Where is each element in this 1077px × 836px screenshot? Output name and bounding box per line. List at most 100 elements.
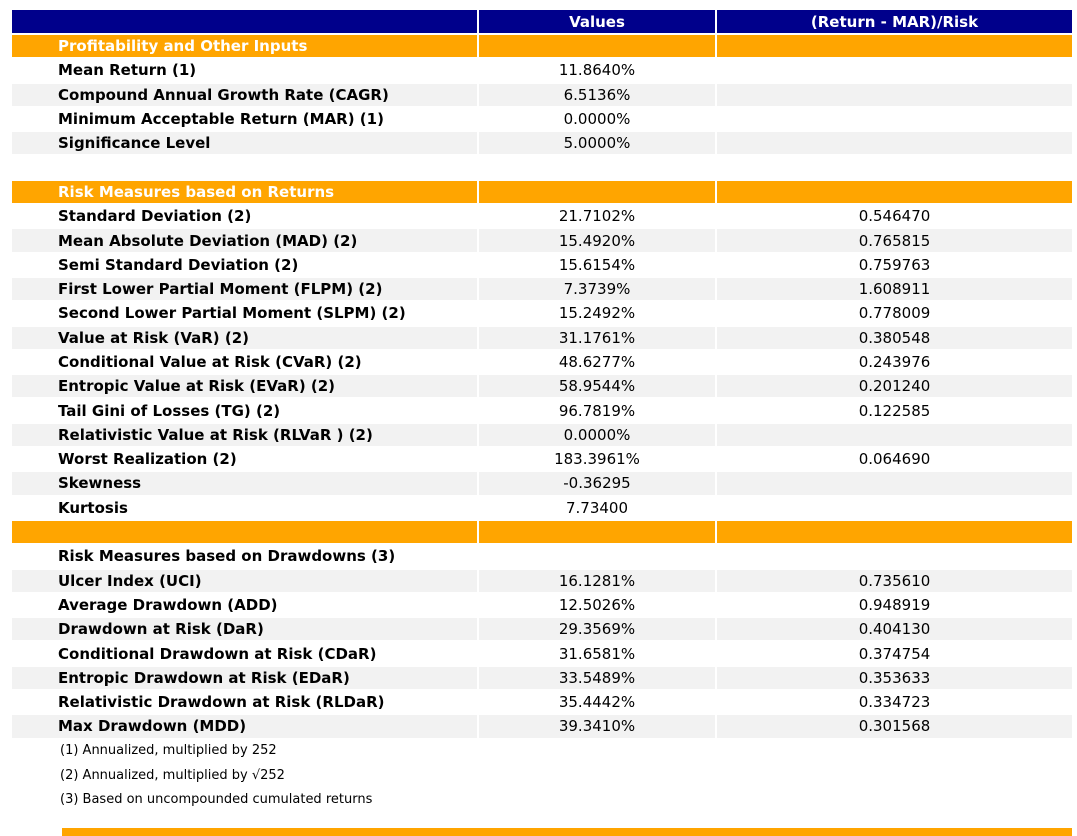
metric-value: 6.5136% (479, 83, 715, 108)
metric-ratio: 0.380548 (717, 326, 1072, 351)
footnote-row: (1) Annualized, multiplied by 252 (12, 740, 1072, 764)
metric-label: Entropic Drawdown at Risk (EDaR) (12, 666, 477, 692)
metric-label (12, 520, 477, 546)
table-row: Entropic Value at Risk (EVaR) (2) 58.9544… (12, 375, 1072, 400)
metric-value: 0.0000% (479, 423, 715, 449)
table-row: Mean Absolute Deviation (MAD) (2) 15.4920… (12, 229, 1072, 254)
risk-table-body: Profitability and Other Inputs Mean Retur… (12, 35, 1072, 813)
metric-ratio (717, 472, 1072, 497)
metric-ratio: 0.122585 (717, 399, 1072, 424)
metric-label: Standard Deviation (2) (12, 205, 477, 230)
footnote-row: (2) Annualized, multiplied by √252 (12, 764, 1072, 789)
table-row: Significance Level 5.0000% (12, 132, 1072, 157)
metric-ratio: 0.735610 (717, 569, 1072, 594)
table-row: Relativistic Drawdown at Risk (RLDaR) 35.… (12, 691, 1072, 716)
metric-ratio (717, 423, 1072, 449)
metric-ratio: 0.243976 (717, 351, 1072, 376)
metric-ratio: 0.334723 (717, 691, 1072, 716)
metric-label: Max Drawdown (MDD) (12, 715, 477, 740)
metric-value: 48.6277% (479, 351, 715, 376)
metric-value: 15.4920% (479, 229, 715, 254)
metric-value (479, 520, 715, 546)
metric-label: Risk Measures based on Returns (12, 180, 477, 206)
table-row: Semi Standard Deviation (2) 15.6154% 0.759… (12, 254, 1072, 278)
table-row: Skewness -0.36295 (12, 472, 1072, 497)
metric-label: Relativistic Drawdown at Risk (RLDaR) (12, 691, 477, 716)
metric-label: First Lower Partial Moment (FLPM) (2) (12, 277, 477, 303)
metric-label: Average Drawdown (ADD) (12, 594, 477, 619)
metric-ratio (717, 180, 1072, 206)
metric-ratio: 0.374754 (717, 642, 1072, 667)
subsection-header-row: Risk Measures based on Drawdowns (3) (12, 545, 1072, 570)
metric-label: Semi Standard Deviation (2) (12, 254, 477, 278)
metric-label: Tail Gini of Losses (TG) (2) (12, 399, 477, 424)
metric-label: Compound Annual Growth Rate (CAGR) (12, 83, 477, 108)
table-row: Conditional Drawdown at Risk (CDaR) 31.65… (12, 642, 1072, 667)
header-ratio-column: (Return - MAR)/Risk (717, 10, 1072, 35)
metric-value: 12.5026% (479, 594, 715, 619)
table-row: Value at Risk (VaR) (2) 31.1761% 0.380548 (12, 326, 1072, 351)
metric-ratio: 0.201240 (717, 375, 1072, 400)
risk-metrics-table: Values (Return - MAR)/Risk Profitability… (12, 10, 1072, 813)
metric-value: 15.2492% (479, 302, 715, 327)
metric-ratio (717, 59, 1072, 84)
table-row: Standard Deviation (2) 21.7102% 0.546470 (12, 205, 1072, 230)
metric-ratio (717, 132, 1072, 157)
metric-ratio (717, 108, 1072, 133)
metric-label: Significance Level (12, 132, 477, 157)
metric-value: 5.0000% (479, 132, 715, 157)
metric-ratio: 0.546470 (717, 205, 1072, 230)
table-row: Mean Return (1) 11.8640% (12, 59, 1072, 84)
footnote-row: (3) Based on uncompounded cumulated retu… (12, 788, 1072, 813)
metric-value: 96.7819% (479, 399, 715, 424)
table-row: Tail Gini of Losses (TG) (2) 96.7819% 0.12… (12, 399, 1072, 424)
metric-label: Relativistic Value at Risk (RLVaR ) (2) (12, 423, 477, 449)
metric-value: 29.3569% (479, 618, 715, 643)
header-metric-column (12, 10, 477, 35)
metric-label: Conditional Value at Risk (CVaR) (2) (12, 351, 477, 376)
table-row: Compound Annual Growth Rate (CAGR) 6.5136… (12, 83, 1072, 108)
metric-label: Drawdown at Risk (DaR) (12, 618, 477, 643)
table-row: Drawdown at Risk (DaR) 29.3569% 0.404130 (12, 618, 1072, 643)
table-header-row: Values (Return - MAR)/Risk (12, 10, 1072, 35)
metric-ratio: 1.608911 (717, 277, 1072, 303)
metric-value (479, 180, 715, 206)
metric-ratio: 0.064690 (717, 448, 1072, 473)
metric-label: Skewness (12, 472, 477, 497)
metric-value: 58.9544% (479, 375, 715, 400)
footnote-text: (3) Based on uncompounded cumulated retu… (12, 788, 1072, 813)
table-row: Kurtosis 7.73400 (12, 497, 1072, 521)
metric-value: 31.1761% (479, 326, 715, 351)
table-row: Second Lower Partial Moment (SLPM) (2) 15… (12, 302, 1072, 327)
metric-label: Mean Absolute Deviation (MAD) (2) (12, 229, 477, 254)
metric-ratio: 0.404130 (717, 618, 1072, 643)
metric-ratio: 0.301568 (717, 715, 1072, 740)
metric-ratio: 0.353633 (717, 666, 1072, 692)
table-row: Max Drawdown (MDD) 39.3410% 0.301568 (12, 715, 1072, 740)
metric-value: 7.3739% (479, 277, 715, 303)
metric-label: Second Lower Partial Moment (SLPM) (2) (12, 302, 477, 327)
metric-label: Risk Measures based on Drawdowns (3) (12, 545, 477, 570)
table-row: First Lower Partial Moment (FLPM) (2) 7.3… (12, 277, 1072, 303)
header-values-column: Values (479, 10, 715, 35)
metric-ratio (717, 497, 1072, 521)
metric-value: 15.6154% (479, 254, 715, 278)
table-row: Entropic Drawdown at Risk (EDaR) 33.5489%… (12, 666, 1072, 692)
footnote-text: (2) Annualized, multiplied by √252 (12, 764, 1072, 789)
table-row: Minimum Acceptable Return (MAR) (1) 0.000… (12, 108, 1072, 133)
bottom-accent-bar (62, 828, 1072, 836)
footnote-text: (1) Annualized, multiplied by 252 (12, 740, 1072, 764)
metric-value: 0.0000% (479, 108, 715, 133)
metric-value: 39.3410% (479, 715, 715, 740)
spacer-row (12, 156, 1072, 180)
metric-value: 31.6581% (479, 642, 715, 667)
metric-label: Value at Risk (VaR) (2) (12, 326, 477, 351)
table-row: Worst Realization (2) 183.3961% 0.064690 (12, 448, 1072, 473)
metric-label: Kurtosis (12, 497, 477, 521)
metric-value (479, 545, 715, 570)
metric-value: 35.4442% (479, 691, 715, 716)
table-row: Ulcer Index (UCI) 16.1281% 0.735610 (12, 569, 1072, 594)
metric-value: 16.1281% (479, 569, 715, 594)
metric-label: Minimum Acceptable Return (MAR) (1) (12, 108, 477, 133)
